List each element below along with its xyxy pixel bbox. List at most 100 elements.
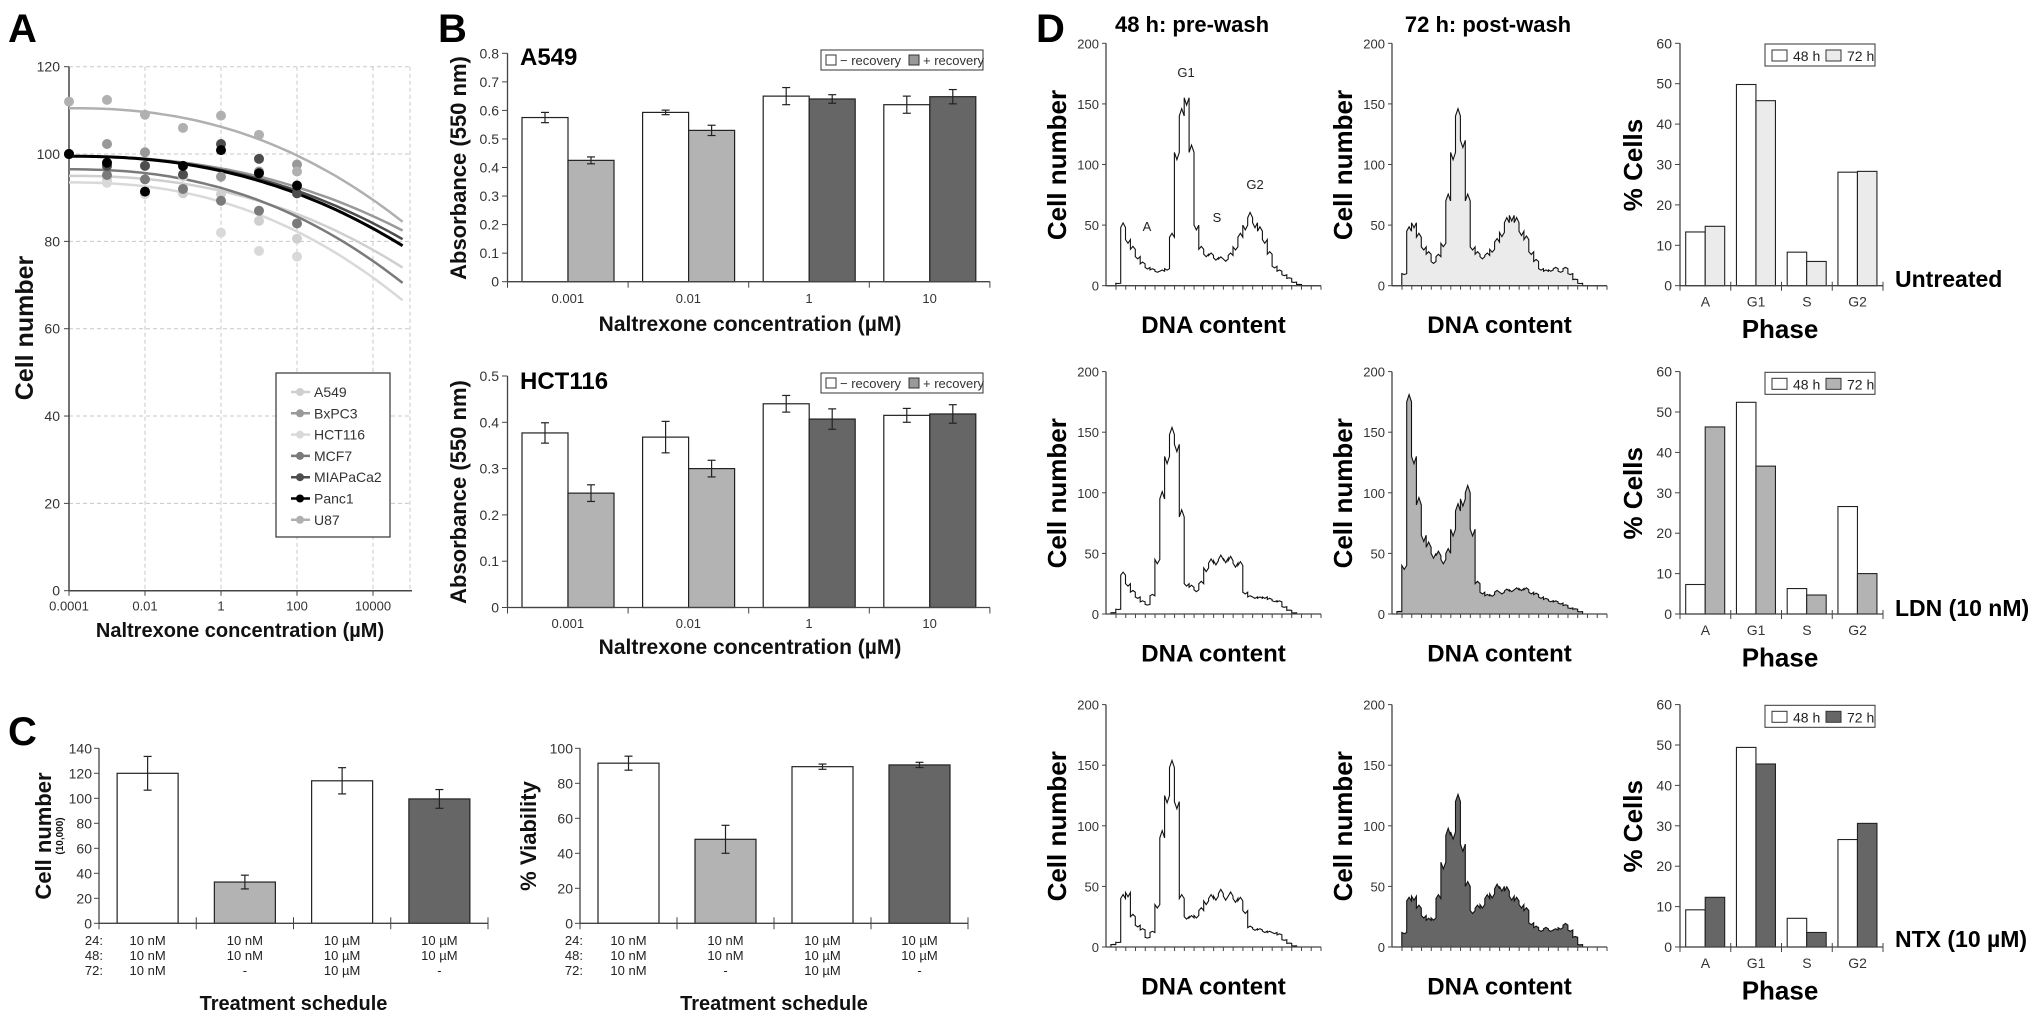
- x-tick-label: 10: [922, 616, 936, 631]
- data-point-bxpc3: [140, 147, 150, 158]
- y-tick-label: 0.7: [480, 74, 500, 90]
- x-tick-label: 0.01: [132, 599, 157, 614]
- legend-marker: [296, 388, 304, 396]
- x-axis-title: Phase: [1742, 314, 1819, 344]
- bar: [116, 772, 179, 924]
- legend-box: [1764, 704, 1876, 728]
- legend: 48 h 72 h: [1764, 371, 1876, 395]
- histogram-line: [1392, 392, 1607, 615]
- x-tick-label: S: [1802, 294, 1811, 310]
- y-tick-label: 30: [1656, 485, 1672, 501]
- phase-annotation: G1: [1177, 65, 1194, 80]
- y-tick-label: 10: [1656, 899, 1672, 915]
- y-axis-title: % Cells: [1618, 119, 1648, 212]
- y-tick-label: 20: [1656, 858, 1672, 874]
- schedule-cell: -: [917, 963, 921, 978]
- legend-label: − recovery: [840, 53, 902, 68]
- panel-letter: B: [438, 7, 467, 51]
- y-tick-label: 0.2: [480, 507, 500, 523]
- legend: 48 h 72 h: [1764, 704, 1876, 728]
- y-tick-label: 0.2: [480, 217, 500, 233]
- y-tick-label: 40: [557, 845, 573, 861]
- schedule-cell: 10 nM: [227, 933, 263, 948]
- x-axis-title: DNA content: [1427, 640, 1571, 667]
- legend-swatch: [1771, 377, 1788, 390]
- bar: [1704, 896, 1726, 948]
- bar: [1837, 505, 1858, 615]
- y-tick-label: 0: [565, 915, 573, 931]
- y-axis-title: Cell number: [1042, 418, 1072, 568]
- data-point-hct116: [254, 245, 264, 256]
- data-point-miapaca2: [292, 188, 302, 199]
- fit-curve-mcf7: [69, 168, 404, 284]
- x-tick-label: S: [1802, 955, 1811, 971]
- x-tick-label: 100: [286, 599, 308, 614]
- x-tick-label: A: [1701, 955, 1711, 971]
- y-axis-title: Cell number: [31, 772, 56, 900]
- y-tick-label: 150: [1363, 425, 1385, 440]
- y-tick-label: 200: [1077, 698, 1099, 713]
- fit-curve-hct116: [69, 181, 404, 302]
- schedule-cell: 10 nM: [610, 948, 646, 963]
- y-tick-label: 200: [1363, 365, 1385, 380]
- data-point-mcf7: [254, 205, 264, 216]
- bar: [1735, 401, 1757, 615]
- histogram-line: [1392, 792, 1607, 948]
- data-point-a549: [254, 215, 264, 226]
- y-axis-title: Cell number: [1042, 751, 1072, 901]
- legend-label: HCT116: [314, 427, 365, 443]
- data-point-panc1: [178, 160, 188, 171]
- bar: [1704, 426, 1726, 615]
- schedule-cell: 10 nM: [227, 948, 263, 963]
- legend-label: U87: [314, 512, 340, 528]
- y-tick-label: 100: [1363, 158, 1385, 173]
- schedule-row-label: 24:: [565, 933, 583, 948]
- x-axis-title: DNA content: [1141, 973, 1285, 1000]
- bar: [888, 764, 951, 924]
- bar: [883, 104, 931, 283]
- data-point-u87: [292, 166, 302, 177]
- histogram-line: [1392, 106, 1607, 287]
- x-tick-label: 10000: [355, 599, 391, 614]
- y-tick-label: 50: [1371, 218, 1385, 233]
- panel-d-headers: 48 h: pre-wash 72 h: post-wash Untreated LD…: [1115, 12, 2029, 952]
- data-point-a549: [292, 233, 302, 244]
- bar: [1755, 465, 1776, 615]
- bar: [1806, 260, 1827, 287]
- schedule-row-label: 72:: [565, 963, 583, 978]
- legend-swatch: [1771, 49, 1788, 62]
- schedule-row-label: 24:: [85, 933, 103, 948]
- y-tick-label: 100: [69, 790, 93, 806]
- y-tick-label: 0.4: [480, 160, 500, 176]
- y-tick-label: 0: [1092, 607, 1099, 622]
- y-axis-title: Cell number: [11, 256, 39, 401]
- y-tick-label: 60: [1656, 364, 1672, 380]
- data-point-u87: [140, 109, 150, 120]
- y-tick-label: 20: [44, 495, 60, 511]
- x-axis-title: Treatment schedule: [680, 993, 868, 1015]
- x-tick-label: S: [1802, 622, 1811, 638]
- bar: [1786, 251, 1808, 287]
- chart-title: HCT116: [520, 368, 608, 395]
- x-tick-label: G1: [1747, 622, 1766, 638]
- y-tick-label: 0: [1092, 279, 1099, 294]
- bar: [567, 159, 615, 283]
- schedule-cell: 10 µM: [324, 933, 360, 948]
- data-point-u87: [216, 110, 226, 121]
- x-axis-title: Naltrexone concentration (µM): [96, 620, 384, 642]
- panel-b-chart-a549: 0 0.1 0.2 0.3 0.4 0.5 0.6 0.7 0.8 0.001 0.01 1 10 A54…: [446, 44, 991, 336]
- data-point-panc1: [216, 145, 226, 156]
- y-tick-label: 40: [76, 865, 92, 881]
- fit-curve-u87: [69, 106, 404, 223]
- y-axis-title: % Cells: [1618, 447, 1648, 540]
- column-title: 72 h: post-wash: [1405, 12, 1571, 37]
- legend: 48 h 72 h: [1764, 43, 1876, 67]
- schedule-cell: 10 nM: [130, 948, 166, 963]
- schedule-cell: 10 µM: [324, 963, 360, 978]
- data-point-mcf7: [140, 174, 150, 185]
- y-tick-label: 60: [76, 840, 92, 856]
- phase-annotation: G2: [1246, 177, 1263, 192]
- data-point-mcf7: [216, 195, 226, 206]
- bar: [1837, 171, 1858, 287]
